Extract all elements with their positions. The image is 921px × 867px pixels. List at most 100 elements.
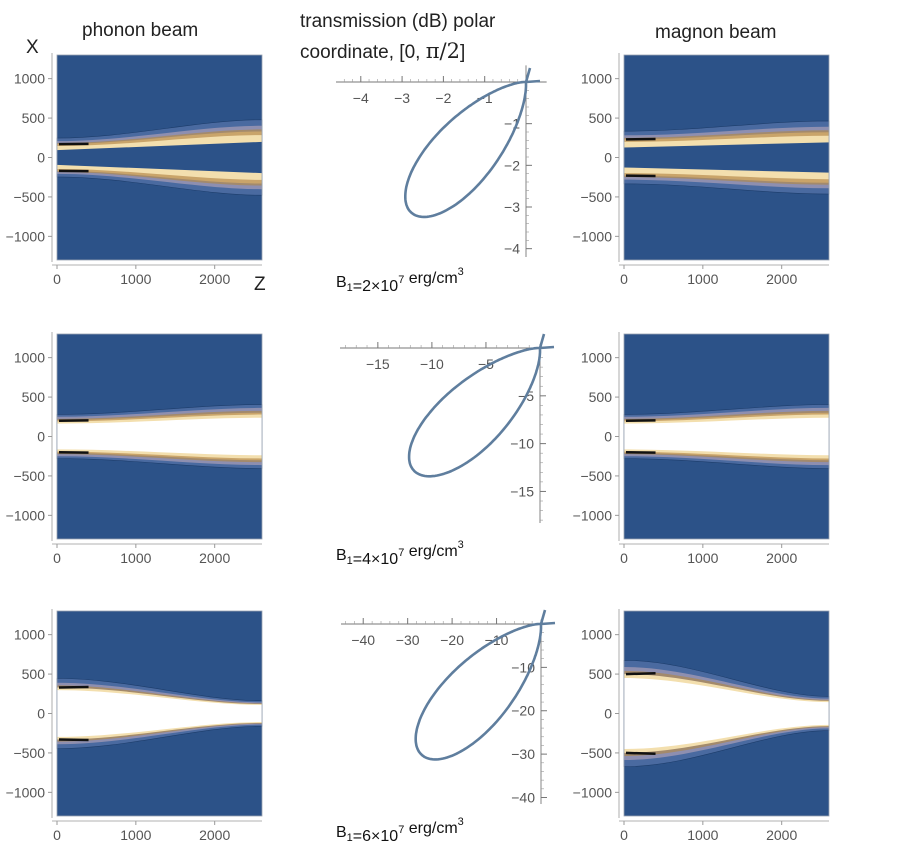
y-tick-label: 1000 [581, 71, 612, 87]
x-axis-label: X [26, 37, 39, 58]
transmission-curve [403, 67, 541, 219]
caption-sup: 3 [458, 539, 464, 551]
heatmap-panel: 1000 500 0 −500 −1000 0 1000 2000 [573, 53, 830, 287]
field-caption: B1=6×107 erg/cm3 [336, 816, 464, 845]
y-tick-label: −1000 [6, 784, 46, 800]
heatmap-frame [56, 333, 263, 540]
caption-text: B [336, 547, 347, 564]
heatmap-panel: 1000 500 0 −500 −1000 0 1000 2000 [573, 332, 830, 566]
polar-y-tick-label: −10 [510, 436, 534, 452]
polar-x-tick-label: −20 [440, 632, 464, 648]
field-caption: B1=2×107 erg/cm3 [336, 266, 464, 295]
beam-contour-band [57, 690, 262, 737]
polar-panel: −4 −3 −2 −1−1−2−3−4B1=2×107 erg/cm3 [336, 65, 547, 295]
polar-x-tick-label: −40 [351, 632, 375, 648]
beam-edge-upper [625, 672, 656, 676]
y-tick-label: 500 [22, 666, 46, 682]
polar-header-line1: transmission (dB) polar [300, 11, 496, 32]
y-tick-label: 0 [37, 429, 45, 445]
z-axis-label: Z [254, 274, 266, 295]
y-tick-label: −1000 [573, 228, 613, 244]
polar-header-prefix: coordinate, [0, [300, 42, 426, 63]
caption-text: erg/cm [404, 270, 457, 287]
caption-sup: 7 [398, 547, 404, 559]
y-tick-label: 0 [37, 706, 45, 722]
y-tick-label: −1000 [573, 507, 613, 523]
polar-header-suffix: ] [460, 42, 465, 63]
x-tick-label: 2000 [766, 271, 797, 287]
y-tick-label: 1000 [14, 627, 45, 643]
caption-text: B [336, 274, 347, 291]
phonon-beam-header: phonon beam [82, 20, 198, 41]
polar-x-tick-label: −30 [396, 632, 420, 648]
x-tick-label: 0 [620, 827, 628, 843]
magnon-beam-header: magnon beam [655, 22, 776, 43]
beam-edge-lower [625, 751, 656, 755]
polar-header-line2: coordinate, [0, π/2] [300, 39, 465, 63]
polar-x-tick-label: −10 [420, 356, 444, 372]
caption-sup: 7 [398, 824, 404, 836]
caption-sup: 7 [398, 274, 404, 286]
beam-center-gap [624, 142, 829, 173]
x-tick-label: 1000 [120, 827, 151, 843]
transmission-curve [414, 609, 556, 761]
caption-text: B [336, 824, 347, 841]
y-tick-label: −1000 [573, 784, 613, 800]
y-tick-label: 1000 [581, 627, 612, 643]
caption-text: =6×10 [353, 828, 398, 845]
polar-x-tick-label: −15 [366, 356, 390, 372]
polar-y-tick-label: −3 [504, 199, 520, 215]
polar-y-tick-label: −20 [511, 703, 535, 719]
field-caption: B1=4×107 erg/cm3 [336, 539, 464, 568]
y-tick-label: −1000 [6, 507, 46, 523]
y-tick-label: 1000 [14, 71, 45, 87]
polar-y-tick-label: −40 [511, 789, 535, 805]
y-tick-label: −500 [13, 745, 45, 761]
y-tick-label: −1000 [6, 228, 46, 244]
x-tick-label: 0 [620, 271, 628, 287]
polar-y-tick-label: −4 [504, 241, 520, 257]
caption-sup: 3 [458, 816, 464, 828]
y-tick-label: −500 [13, 468, 45, 484]
heatmap-frame [56, 610, 263, 817]
x-tick-label: 2000 [766, 827, 797, 843]
heatmap-frame [623, 54, 830, 261]
heatmap-panel: 1000 500 0 −500 −1000 0 1000 2000 [573, 609, 830, 843]
heatmap-frame [623, 333, 830, 540]
y-tick-label: 1000 [14, 350, 45, 366]
beam-contour-band [624, 417, 829, 456]
caption-text: erg/cm [404, 543, 457, 560]
x-tick-label: 1000 [687, 550, 718, 566]
y-tick-label: 500 [22, 389, 46, 405]
x-tick-label: 2000 [199, 827, 230, 843]
x-tick-label: 1000 [687, 271, 718, 287]
x-tick-label: 0 [620, 550, 628, 566]
polar-y-tick-label: −2 [504, 157, 520, 173]
y-tick-label: 0 [37, 150, 45, 166]
y-tick-label: 500 [589, 389, 613, 405]
beam-contour-band [57, 417, 262, 456]
caption-text: =4×10 [353, 551, 398, 568]
y-tick-label: −500 [580, 468, 612, 484]
beam-center-gap [57, 141, 262, 174]
y-tick-label: 1000 [581, 350, 612, 366]
y-tick-label: 500 [589, 666, 613, 682]
x-tick-label: 2000 [199, 550, 230, 566]
caption-sub: 1 [347, 282, 353, 294]
polar-header-math: π/2 [426, 39, 460, 63]
y-tick-label: 0 [604, 150, 612, 166]
caption-text: =2×10 [353, 278, 398, 295]
x-tick-label: 0 [53, 827, 61, 843]
y-tick-label: 500 [589, 110, 613, 126]
x-tick-label: 0 [53, 271, 61, 287]
y-tick-label: 0 [604, 706, 612, 722]
caption-text: erg/cm [404, 820, 457, 837]
y-tick-label: 0 [604, 429, 612, 445]
x-tick-label: 0 [53, 550, 61, 566]
heatmap-panel: 1000 500 0 −500 −1000 0 1000 2000 [6, 609, 263, 843]
transmission-curve [407, 333, 555, 478]
